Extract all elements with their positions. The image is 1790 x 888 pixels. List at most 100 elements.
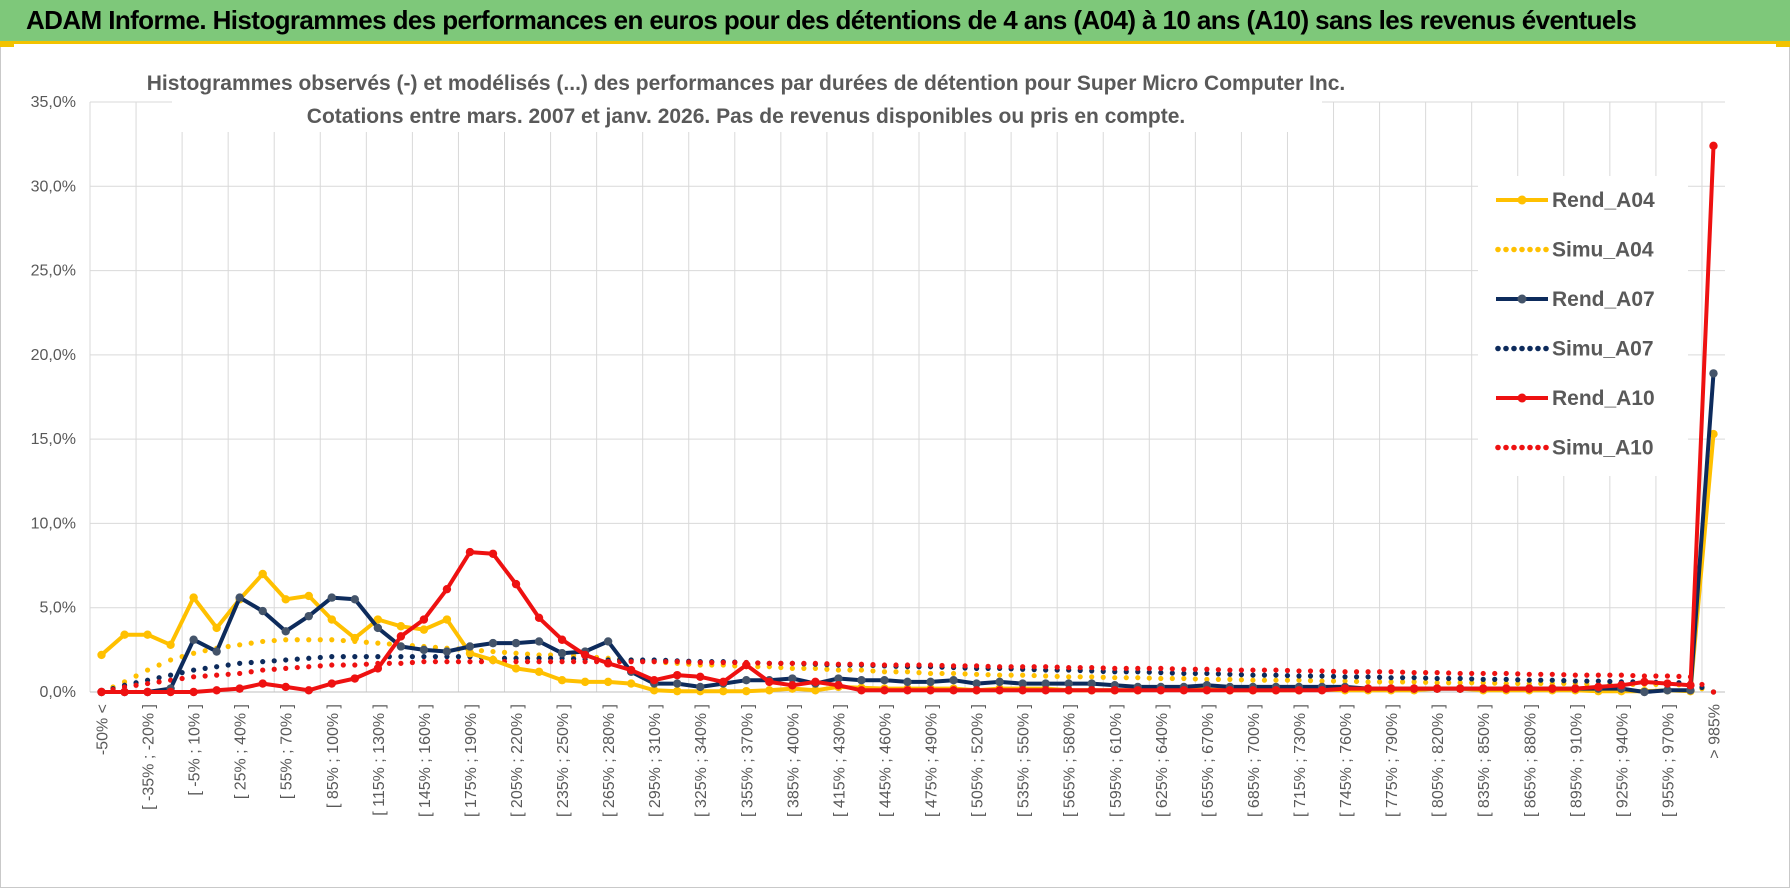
point-Simu_A10 xyxy=(962,663,968,669)
point-Rend_A07 xyxy=(1663,686,1672,695)
point-Simu_A07 xyxy=(1204,670,1210,677)
legend-swatch-marker xyxy=(1517,393,1527,403)
point-Simu_A07 xyxy=(1330,673,1337,680)
point-Simu_A04 xyxy=(973,671,980,677)
legend-swatch-dot xyxy=(1535,246,1541,253)
point-Simu_A04 xyxy=(1146,675,1152,681)
point-Simu_A10 xyxy=(985,663,991,669)
legend-label: Rend_A07 xyxy=(1552,288,1655,311)
point-Rend_A10 xyxy=(166,687,175,697)
point-Simu_A10 xyxy=(1411,670,1417,676)
point-Simu_A07 xyxy=(329,654,335,660)
point-Rend_A04 xyxy=(419,625,429,634)
point-Simu_A10 xyxy=(1515,671,1521,677)
point-Rend_A07 xyxy=(281,627,290,636)
point-Simu_A04 xyxy=(1112,675,1118,681)
point-Simu_A04 xyxy=(375,640,381,646)
point-Simu_A10 xyxy=(1641,673,1648,679)
point-Rend_A07 xyxy=(1087,679,1096,688)
point-Simu_A10 xyxy=(1480,670,1486,677)
point-Simu_A10 xyxy=(1181,666,1187,672)
point-Simu_A04 xyxy=(340,637,346,644)
x-tick-label: [ 745% ; 760% ] xyxy=(1338,704,1355,817)
point-Simu_A07 xyxy=(1158,670,1164,676)
point-Simu_A10 xyxy=(1492,670,1498,677)
legend-label: Simu_A04 xyxy=(1552,239,1654,262)
point-Simu_A10 xyxy=(1526,671,1532,677)
point-Simu_A10 xyxy=(1446,670,1452,676)
point-Simu_A10 xyxy=(628,659,634,665)
point-Simu_A07 xyxy=(1411,675,1417,681)
point-Simu_A10 xyxy=(1204,666,1210,672)
x-tick-label: [ 85% ; 100% ] xyxy=(325,704,342,808)
point-Simu_A10 xyxy=(801,660,807,666)
x-axis-ticks: -50% < [ -35% ; -20% ] [ -5% ; 10% ] [ 25% … xyxy=(95,704,1724,817)
point-Simu_A10 xyxy=(812,660,818,666)
point-Simu_A10 xyxy=(1434,670,1440,676)
point-Simu_A04 xyxy=(260,638,266,645)
point-Simu_A04 xyxy=(1515,680,1521,687)
point-Rend_A07 xyxy=(603,637,613,646)
point-Simu_A04 xyxy=(1227,676,1233,682)
point-Rend_A10 xyxy=(788,681,797,690)
point-Simu_A04 xyxy=(939,670,945,677)
point-Simu_A04 xyxy=(789,665,795,672)
point-Rend_A10 xyxy=(1317,686,1327,695)
point-Rend_A10 xyxy=(1594,682,1603,692)
point-Simu_A10 xyxy=(1400,669,1406,675)
point-Simu_A07 xyxy=(317,654,323,661)
point-Simu_A10 xyxy=(386,660,392,666)
point-Simu_A07 xyxy=(1169,670,1175,676)
point-Rend_A10 xyxy=(811,677,820,687)
x-tick-label: [ 715% ; 730% ] xyxy=(1292,704,1309,817)
point-Simu_A04 xyxy=(191,650,197,656)
point-Simu_A07 xyxy=(1400,675,1406,681)
y-tick-label: 20,0% xyxy=(31,347,76,364)
point-Simu_A04 xyxy=(271,637,277,644)
point-Simu_A04 xyxy=(1434,680,1440,686)
point-Simu_A07 xyxy=(1526,677,1532,683)
point-Simu_A10 xyxy=(271,666,277,672)
point-Rend_A10 xyxy=(1225,686,1235,695)
point-Simu_A04 xyxy=(167,657,174,663)
point-Simu_A04 xyxy=(1446,680,1452,686)
point-Simu_A10 xyxy=(1123,665,1129,672)
point-Simu_A10 xyxy=(881,662,888,668)
point-Simu_A10 xyxy=(1250,667,1256,673)
point-Simu_A07 xyxy=(294,656,300,662)
point-Rend_A07 xyxy=(742,676,751,685)
point-Rend_A07 xyxy=(696,682,705,692)
point-Rend_A10 xyxy=(1432,684,1442,693)
point-Simu_A10 xyxy=(1423,670,1429,676)
point-Rend_A07 xyxy=(880,676,889,685)
point-Simu_A10 xyxy=(363,661,369,667)
point-Simu_A04 xyxy=(386,641,392,647)
point-Simu_A04 xyxy=(202,648,208,654)
point-Rend_A04 xyxy=(143,630,152,639)
point-Rend_A10 xyxy=(857,686,866,695)
point-Rend_A07 xyxy=(926,677,935,687)
point-Simu_A10 xyxy=(1112,665,1118,672)
point-Simu_A07 xyxy=(363,654,369,660)
legend-swatch-dot xyxy=(1503,246,1509,253)
legend-swatch-dot xyxy=(1511,444,1517,451)
point-Simu_A10 xyxy=(570,659,577,665)
x-tick-label: [ 625% ; 640% ] xyxy=(1154,704,1171,817)
x-tick-label: [ 685% ; 700% ] xyxy=(1246,704,1263,817)
point-Simu_A07 xyxy=(248,659,254,666)
point-Simu_A07 xyxy=(214,664,220,670)
point-Simu_A04 xyxy=(997,672,1003,678)
x-tick-label: [ 445% ; 460% ] xyxy=(877,704,894,817)
point-Simu_A04 xyxy=(1192,676,1198,682)
x-tick-label: [ 145% ; 160% ] xyxy=(417,704,434,817)
point-Simu_A10 xyxy=(409,659,415,666)
point-Simu_A10 xyxy=(1066,664,1072,671)
legend-swatch-dot xyxy=(1511,246,1517,253)
point-Rend_A10 xyxy=(1018,686,1027,695)
point-Simu_A10 xyxy=(789,660,795,666)
point-Simu_A04 xyxy=(1100,674,1106,680)
point-Simu_A04 xyxy=(1284,677,1291,683)
point-Rend_A10 xyxy=(350,674,360,683)
point-Rend_A07 xyxy=(1709,369,1718,378)
point-Rend_A04 xyxy=(719,686,728,696)
